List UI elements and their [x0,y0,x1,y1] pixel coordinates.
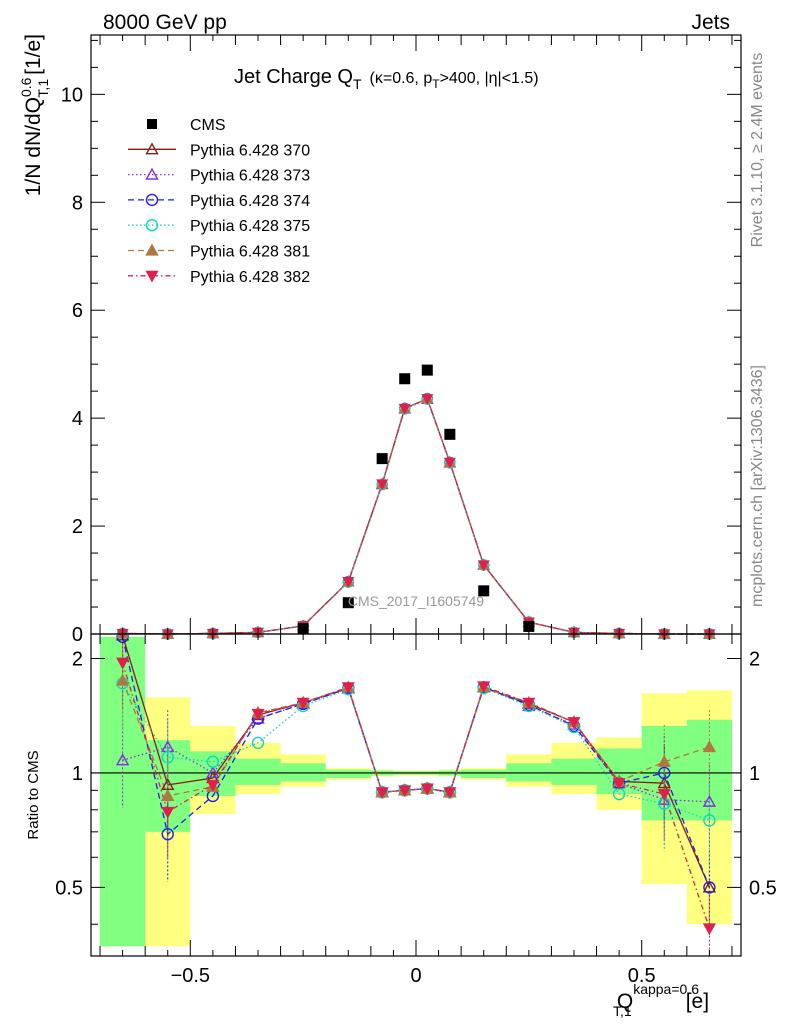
main-y-tick-label: 4 [72,408,83,430]
ratio-y-tick-label-right: 0.5 [749,877,777,899]
legend-marker [145,243,159,256]
ratio-y-tick-label-right: 1 [749,763,760,785]
site-label: mcplots.cern.ch [arXiv:1306.3436] [749,365,766,607]
ratio-y-tick-label: 2 [72,649,83,671]
ratio-y-tick-label: 1 [72,763,83,785]
series-point-ratio [567,717,581,729]
legend-marker [147,119,157,129]
series-point-main [477,560,490,572]
series-point-ratio [420,783,434,796]
ratio-y-tick-label-right: 2 [749,649,760,671]
series-point-ratio [657,776,671,789]
ratio-x-tick-label: 0 [410,965,421,987]
series-point-ratio [703,881,716,894]
main-y-axis-label: 1/N dN/dQ0.6T,1[1/e] [18,34,51,196]
series-point-ratio [115,753,130,766]
cms-data-point [444,428,456,440]
series-point-ratio [658,766,671,780]
legend-marker [145,142,159,155]
process-label: Jets [691,11,730,34]
series-point-ratio [161,828,174,841]
series-point-ratio [161,806,175,819]
legend-label: Pythia 6.428 370 [190,142,310,159]
series-point-ratio [161,751,174,764]
series-point-ratio [522,697,536,710]
series-point-ratio [115,673,130,686]
series-point-ratio [251,711,265,724]
series-point-main [342,577,355,588]
series-point-ratio [657,754,671,767]
series-point-ratio [398,785,412,798]
series-point-main [398,403,411,415]
rivet-label: Rivet 3.1.10, ≥ 2.4M events [749,53,766,248]
series-point-ratio [206,779,220,792]
series-line-ratio [121,662,711,929]
main-y-tick-label: 6 [72,300,83,322]
series-point-ratio [161,789,175,802]
legend-marker [145,218,159,232]
axis-ticks: 0 2 4 6 8 10 −0.5 0 0.5 0.5 0.5 1 1 2 2 [55,35,777,987]
series-point-ratio [251,736,265,750]
legend-label: Pythia 6.428 373 [190,168,310,185]
green-band [325,769,371,778]
green-band [551,758,597,785]
series-point-ratio [116,657,130,670]
main-y-tick-label: 10 [61,84,83,106]
cms-data-point [478,585,490,597]
series-point-ratio [702,794,717,807]
green-band [461,769,507,778]
main-y-tick-label: 8 [72,192,83,214]
legend: CMS Pythia 6.428 370 Pythia 6.428 373 Pythi… [128,117,310,286]
legend-marker [145,167,159,180]
series-point-ratio [443,787,457,799]
series-point-ratio [296,697,310,710]
cms-data-point [523,620,535,632]
series-point-main [376,479,389,491]
series-point-ratio [206,755,220,768]
series-point-ratio [703,814,716,827]
series-point-main [443,457,456,469]
x-axis-label: Qkappa=0.6 T,1 [e] [613,981,709,1019]
series-point-main [421,394,434,405]
series-point-ratio [702,740,717,753]
legend-marker [145,193,159,207]
watermark: CMS_2017_I1605749 [348,593,484,609]
legend-marker [145,270,159,283]
series-curves [121,397,711,954]
ratio-y-axis-label: Ratio to CMS [25,750,42,839]
series-point-ratio [206,766,220,779]
cms-data-point [421,364,433,376]
series-point-ratio [657,789,671,801]
series-point-ratio [341,682,355,695]
green-band [235,758,281,785]
axis-labels: 8000 GeV pp Jets Rivet 3.1.10, ≥ 2.4M ev… [18,11,766,1019]
series-point-ratio [702,923,716,936]
cms-data-point [376,453,388,465]
plot-title: Jet Charge QT (κ=0.6, pT>400, |η|<1.5) [234,66,539,92]
energy-label: 8000 GeV pp [103,11,227,34]
series-point-ratio [477,681,491,694]
series-point-ratio [251,708,265,721]
cms-data-point [399,373,411,385]
ratio-uncertainty-bands [100,636,732,947]
main-y-tick-label: 2 [72,516,83,538]
main-y-tick-label: 0 [72,624,83,646]
legend-label: Pythia 6.428 374 [190,193,310,210]
legend-label: Pythia 6.428 375 [190,218,310,235]
series-point-ratio [702,880,717,893]
legend-label: Pythia 6.428 382 [190,269,310,286]
ratio-x-tick-label: −0.5 [171,965,210,987]
ratio-y-tick-label: 0.5 [55,877,83,899]
series-line-ratio [122,683,710,822]
series-point-ratio [375,787,389,799]
cms-data-point [342,597,354,609]
legend-label: CMS [190,117,226,134]
legend-label: Pythia 6.428 381 [190,244,310,261]
ratio-x-tick-label: 0.5 [628,965,656,987]
main-frame [90,34,742,635]
series-point-ratio [612,778,626,790]
